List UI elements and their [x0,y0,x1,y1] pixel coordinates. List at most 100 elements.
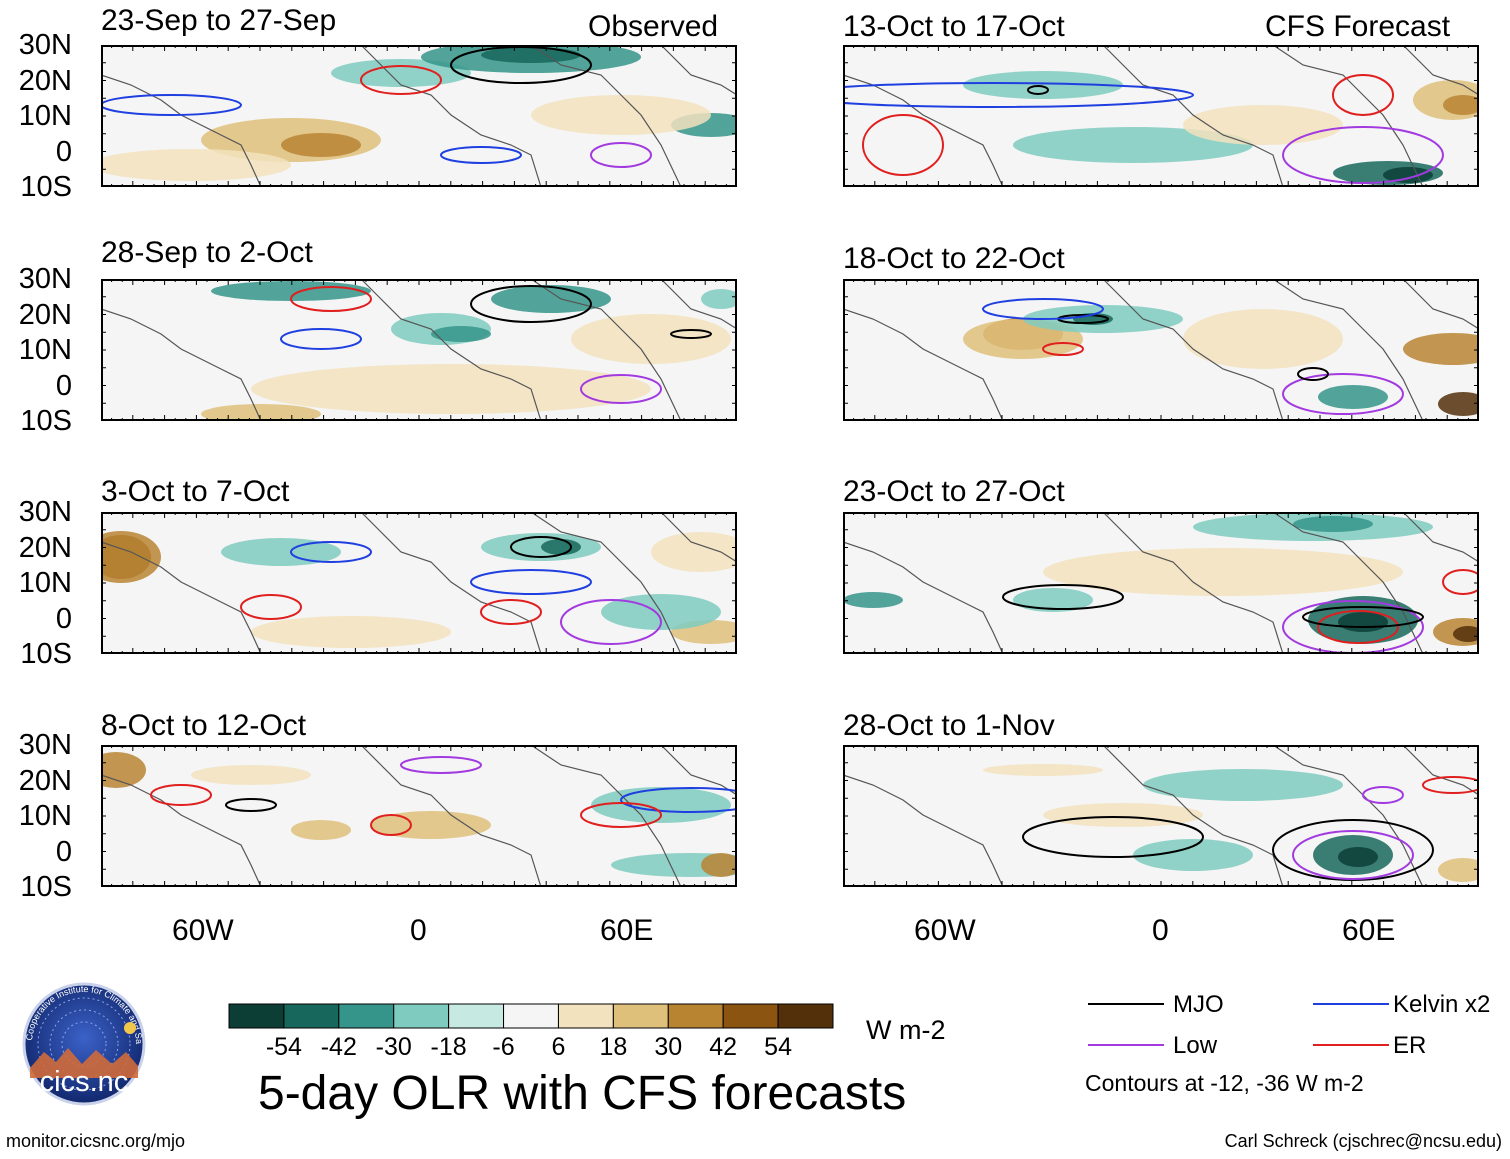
anomaly-field [101,531,737,648]
olr-anomaly [1383,167,1433,183]
olr-anomaly [1453,626,1479,642]
coastlines [843,512,1479,654]
wave-contour [480,599,542,625]
wave-contour [670,329,712,339]
olr-anomaly [541,539,581,555]
map-panel-2 [101,279,737,421]
coastlines [101,745,737,887]
wave-contour [225,798,277,812]
logo-text: cics.nc [40,1066,129,1098]
coastline [530,279,682,421]
olr-anomaly [1438,858,1479,882]
anomaly-field [843,513,1479,646]
colorbar-swatch [448,1003,505,1029]
wave-contour [1332,74,1394,116]
legend-label-mjo: MJO [1173,991,1224,1018]
olr-anomaly [1403,333,1479,365]
contours [240,536,662,645]
wave-contour [280,328,362,350]
y-tick-label: 10S [20,171,72,203]
olr-anomaly [571,314,731,364]
wave-contour [1317,610,1399,644]
wave-contour [843,82,1194,108]
colorbar-swatch [557,1003,614,1029]
wave-contour [101,94,242,116]
olr-anomaly [843,592,903,608]
map-panel-4 [101,745,737,887]
coastline [101,308,262,421]
legend-lines [1088,1003,1389,1046]
coastline [1272,279,1424,421]
olr-anomaly [651,532,737,572]
colorbar-label: 54 [764,1033,792,1061]
colorbar-label: 18 [599,1033,628,1061]
footer-url[interactable]: monitor.cicsnc.org/mjo [6,1131,186,1151]
colorbar-label: -6 [492,1033,515,1061]
y-tick-label: 0 [55,835,72,868]
wave-contour [1302,606,1424,628]
colorbar [228,1003,834,1029]
coastline [1272,45,1424,187]
panel-title-5: 13-Oct to 17-Oct [843,10,1065,43]
coastline [843,308,1004,421]
contours-note: Contours at -12, -36 W m-2 [1085,1070,1364,1096]
wave-contour [590,142,652,168]
map-panel-3 [101,512,737,654]
wave-contour [360,65,442,95]
y-tick-label: 10N [18,800,72,832]
y-tick-label: 30N [18,729,72,761]
y-tick-label: 0 [55,135,72,168]
olr-anomaly [1318,385,1388,409]
coastline [1102,279,1284,421]
x-tick-60e-right: 60E [1342,914,1396,947]
colorbar-swatch [722,1003,779,1029]
panel-title-6: 18-Oct to 22-Oct [843,242,1065,275]
x-tick-60e-left: 60E [600,914,654,947]
colorbar-label: -30 [375,1033,412,1061]
olr-anomaly [371,811,491,839]
y-tick-label: 30N [18,29,72,61]
olr-anomaly [281,133,361,157]
olr-anomaly [531,95,711,135]
wave-contour [290,541,372,563]
wave-contour [1297,367,1329,381]
x-tick-60w-left: 60W [172,914,234,947]
olr-anomaly [1443,95,1479,115]
colorbar-label: 42 [709,1033,738,1061]
coastline [101,774,262,887]
coastlines [101,512,737,654]
y-tick-label: 0 [55,602,72,635]
y-tick-label: 30N [18,263,72,295]
olr-anomaly [201,404,321,421]
wave-contour [150,784,212,806]
olr-anomaly [431,326,491,342]
olr-anomaly [1338,612,1388,632]
y-tick-label: 10S [20,871,72,903]
colorbar-swatch [393,1003,450,1029]
olr-anomaly [1183,309,1343,369]
coastlines [101,279,737,421]
coastline [660,279,737,330]
panel-title-7: 23-Oct to 27-Oct [843,475,1065,508]
wave-contour [1362,786,1404,804]
coastlines [843,279,1479,421]
y-tick-label: 20N [18,64,72,97]
wave-contour [1282,373,1404,415]
column-label-forecast: CFS Forecast [1265,10,1451,43]
tick-marks [101,279,737,421]
chart-title: 5-day OLR with CFS forecasts [258,1067,907,1120]
coastlines [843,45,1479,187]
olr-anomaly [101,149,291,181]
wave-contour [510,536,572,558]
map-panel-1 [101,45,737,187]
coastlines [101,45,737,187]
wave-contour [620,787,737,813]
olr-anomaly [251,616,451,648]
wave-contour [240,594,302,620]
colorbar-swatch [612,1003,669,1029]
y-tick-label: 20N [18,764,72,797]
coastline [360,45,542,187]
panel-title-1: 23-Sep to 27-Sep [101,4,337,37]
olr-anomaly [191,765,311,785]
footer-credit: Carl Schreck (cjschrec@ncsu.edu) [1224,1131,1502,1151]
